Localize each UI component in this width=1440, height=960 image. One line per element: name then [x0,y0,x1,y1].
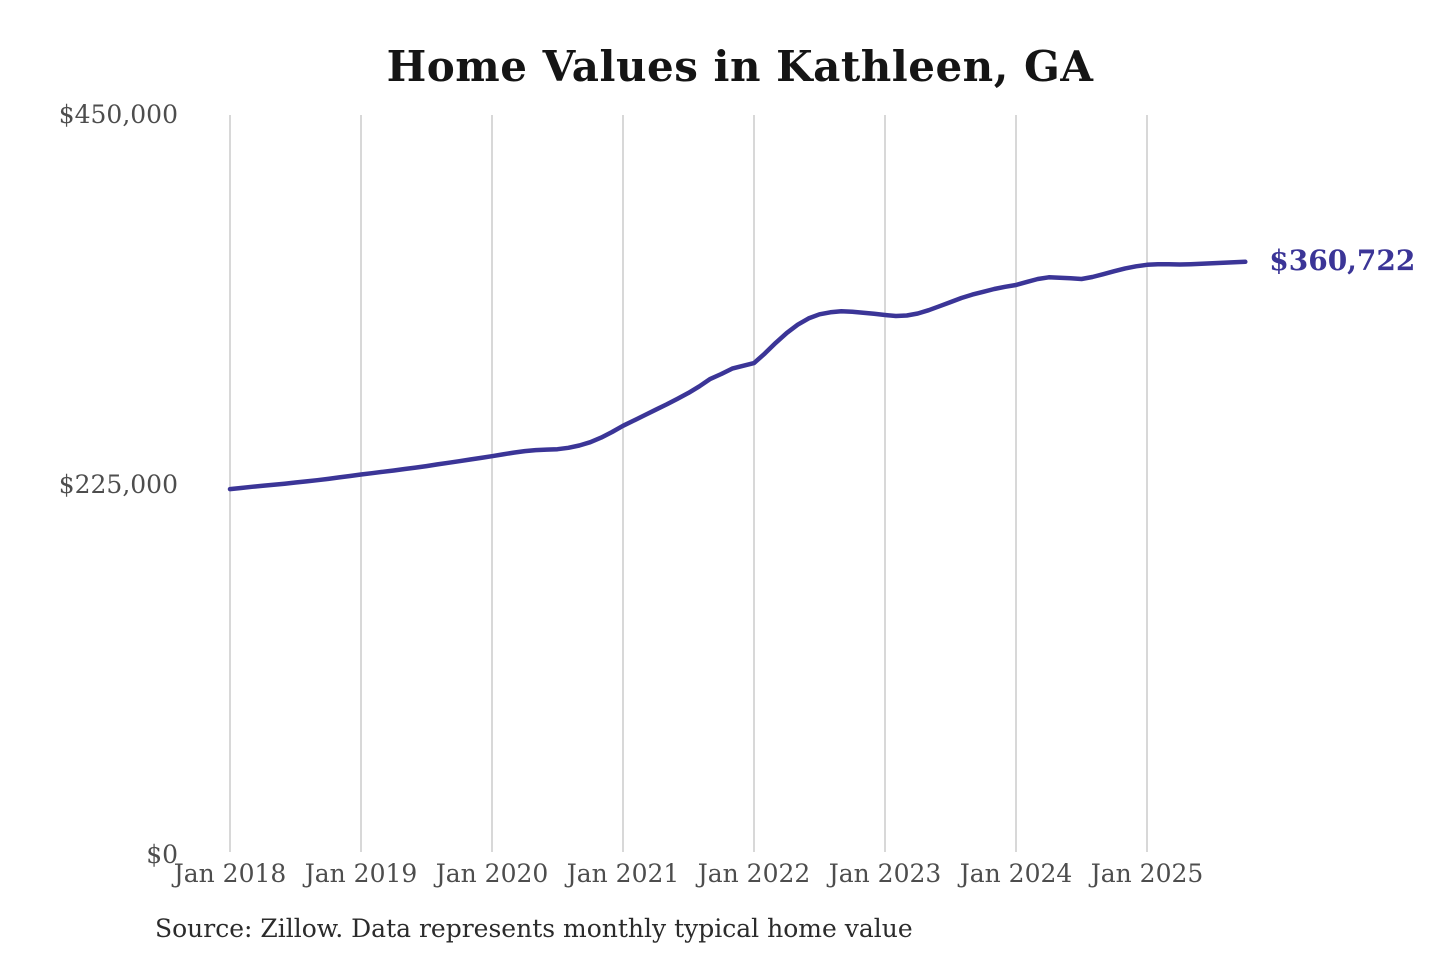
x-axis-tick-label: Jan 2020 [435,859,549,888]
y-axis-tick-label: $450,000 [58,100,178,129]
source-note: Source: Zillow. Data represents monthly … [155,914,913,943]
home-value-line [227,259,1248,492]
x-axis-tick-label: Jan 2019 [304,859,418,888]
y-axis-tick-label: $0 [146,840,178,869]
x-axis-tick-label: Jan 2023 [828,859,942,888]
y-axis-tick-label: $225,000 [58,470,178,499]
x-axis-tick-label: Jan 2021 [566,859,680,888]
current-value-label: $360,722 [1269,243,1416,277]
x-axis-tick-label: Jan 2022 [697,859,811,888]
x-axis-tick-label: Jan 2024 [959,859,1073,888]
x-axis-tick-label: Jan 2018 [173,859,287,888]
chart-title: Home Values in Kathleen, GA [386,42,1094,91]
x-axis-tick-label: Jan 2025 [1090,859,1204,888]
